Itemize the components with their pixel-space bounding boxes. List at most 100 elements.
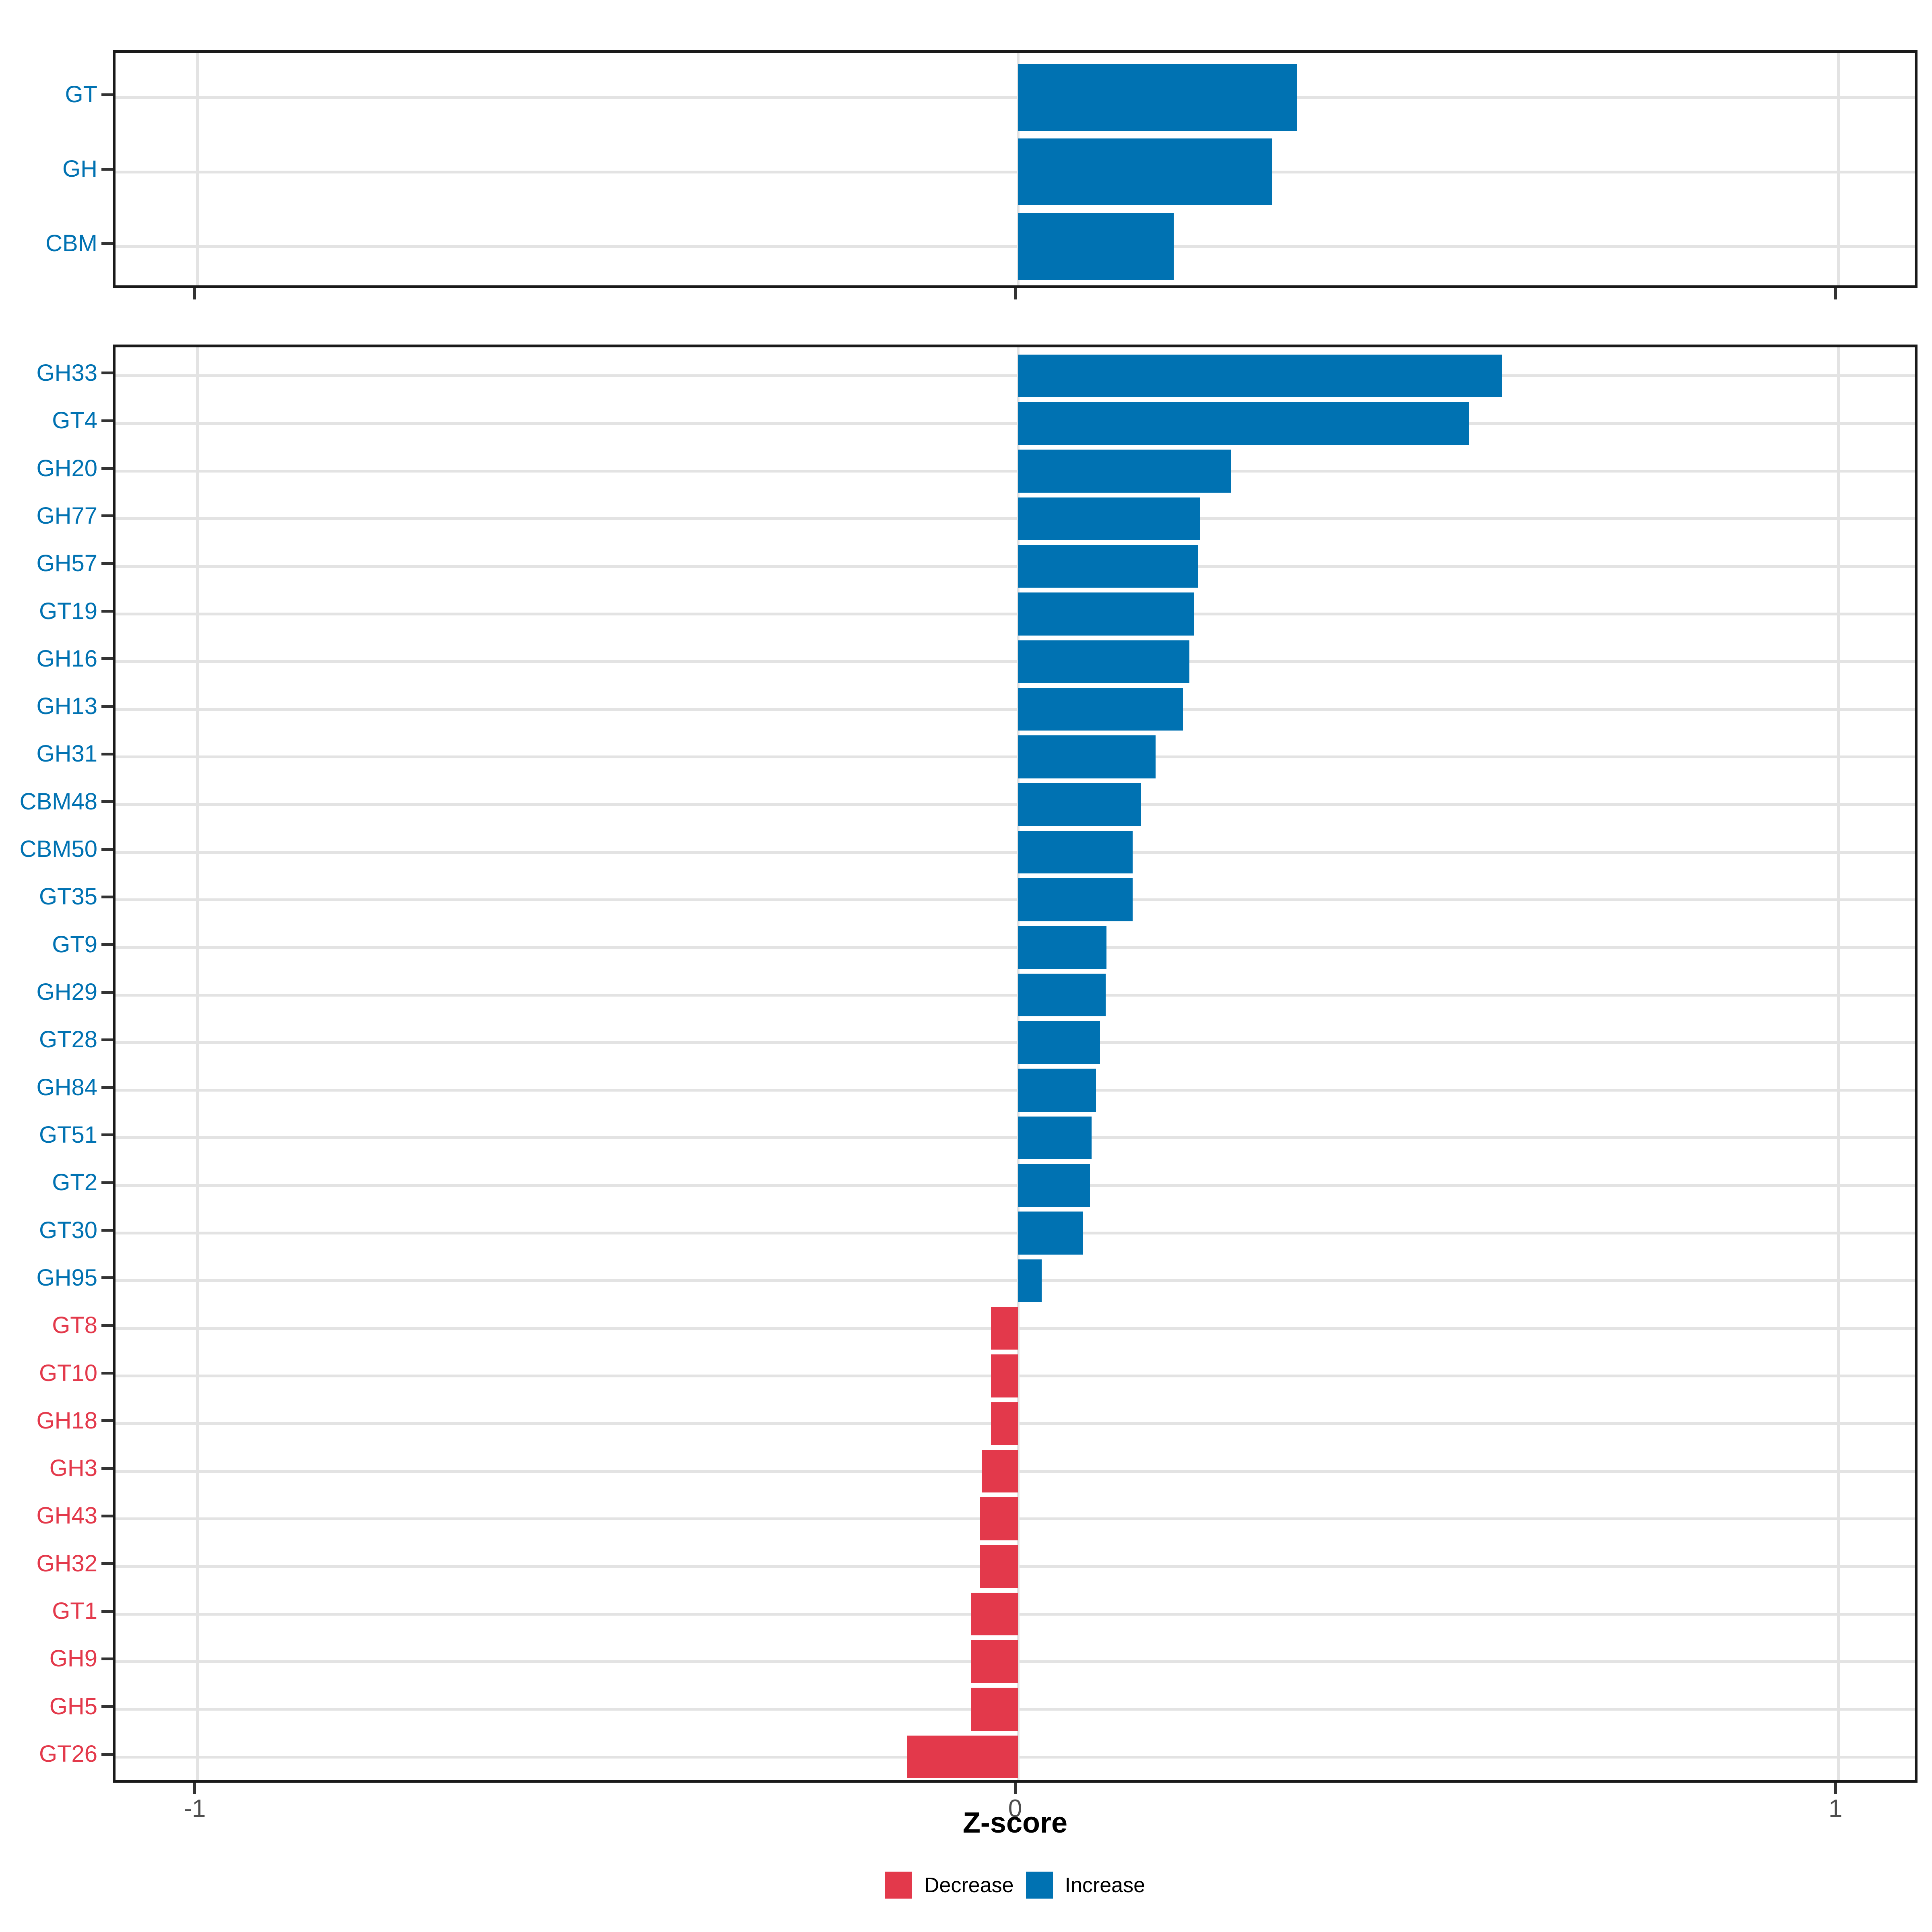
- y-label-GT30: GT30: [39, 1217, 97, 1243]
- y-label-GT9: GT9: [52, 931, 97, 958]
- bar-GH95: [1018, 1259, 1042, 1302]
- bar-GH43: [980, 1497, 1018, 1540]
- y-label-GH9: GH9: [49, 1645, 97, 1672]
- legend-swatch-decrease: [885, 1872, 912, 1899]
- y-label-GH77: GH77: [36, 502, 97, 529]
- y-label-CBM: CBM: [45, 230, 97, 256]
- y-label-GT10: GT10: [39, 1360, 97, 1386]
- y-label-GH43: GH43: [36, 1503, 97, 1529]
- bar-GT8: [991, 1307, 1018, 1350]
- gridline-v: [196, 53, 199, 285]
- y-tick: [101, 562, 113, 565]
- panel-cazyme-class-summary: [113, 50, 1918, 288]
- bar-GH33: [1018, 354, 1502, 398]
- gridline-v: [1837, 347, 1840, 1780]
- x-axis-title: Z-score: [962, 1807, 1068, 1839]
- y-tick: [101, 1610, 113, 1613]
- y-label-GT2: GT2: [52, 1169, 97, 1196]
- gridline-h: [116, 1136, 1915, 1139]
- bar-GT19: [1018, 592, 1195, 636]
- bar-GH3: [982, 1449, 1018, 1493]
- bar-GH18: [991, 1402, 1018, 1445]
- legend-label-decrease: Decrease: [924, 1873, 1014, 1897]
- y-label-GH20: GH20: [36, 455, 97, 481]
- bar-GT28: [1018, 1021, 1100, 1064]
- y-tick: [101, 1229, 113, 1232]
- legend-label-increase: Increase: [1065, 1873, 1145, 1897]
- bar-GT4: [1018, 402, 1469, 445]
- gridline-h: [116, 470, 1915, 473]
- bar-GH77: [1018, 497, 1200, 541]
- gridline-h: [116, 517, 1915, 520]
- y-tick: [101, 1705, 113, 1708]
- y-label-CBM48: CBM48: [19, 788, 97, 815]
- gridline-h: [116, 170, 1915, 173]
- y-tick: [101, 242, 113, 245]
- bar-GH31: [1018, 735, 1156, 778]
- y-tick: [101, 1562, 113, 1565]
- y-label-GT1: GT1: [52, 1598, 97, 1624]
- gridline-h: [116, 946, 1915, 949]
- y-tick: [101, 752, 113, 755]
- gridline-h: [116, 660, 1915, 663]
- bar-GT9: [1018, 926, 1107, 969]
- y-label-GH18: GH18: [36, 1407, 97, 1434]
- bar-GT30: [1018, 1212, 1083, 1255]
- y-tick: [101, 1514, 113, 1517]
- y-label-GT28: GT28: [39, 1026, 97, 1053]
- gridline-h: [116, 96, 1915, 99]
- bar-GH: [1018, 138, 1272, 206]
- gridline-h: [116, 1279, 1915, 1282]
- bar-GH16: [1018, 640, 1189, 683]
- bar-CBM50: [1018, 830, 1133, 874]
- bar-GT26: [907, 1735, 1018, 1779]
- bar-GH20: [1018, 450, 1231, 493]
- bar-GT1: [971, 1592, 1018, 1636]
- y-tick: [101, 372, 113, 375]
- y-tick: [101, 848, 113, 851]
- bar-GH57: [1018, 545, 1199, 588]
- x-tick: [1834, 288, 1837, 299]
- gridline-h: [116, 1041, 1915, 1044]
- gridline-h: [116, 374, 1915, 378]
- x-tick: [1013, 1783, 1017, 1794]
- bar-GH32: [980, 1545, 1018, 1588]
- y-tick: [101, 1276, 113, 1280]
- y-label-GH95: GH95: [36, 1264, 97, 1291]
- y-label-GH16: GH16: [36, 645, 97, 672]
- gridline-v: [196, 347, 199, 1780]
- y-tick: [101, 419, 113, 422]
- bar-GH84: [1018, 1069, 1096, 1112]
- y-tick: [101, 1419, 113, 1422]
- bar-GT2: [1018, 1164, 1090, 1207]
- bar-CBM48: [1018, 783, 1141, 826]
- y-tick: [101, 1657, 113, 1660]
- gridline-h: [116, 1184, 1915, 1187]
- bar-GT51: [1018, 1116, 1092, 1160]
- y-label-GH33: GH33: [36, 359, 97, 386]
- bar-GT35: [1018, 878, 1133, 921]
- x-tick: [193, 288, 196, 299]
- y-tick: [101, 514, 113, 518]
- gridline-h: [116, 993, 1915, 997]
- bar-GH13: [1018, 687, 1183, 731]
- gridline-h: [116, 245, 1915, 248]
- y-label-GT19: GT19: [39, 598, 97, 624]
- gridline-v: [1837, 53, 1840, 285]
- y-tick: [101, 610, 113, 613]
- gridline-h: [116, 755, 1915, 758]
- y-tick: [101, 895, 113, 898]
- bar-GH9: [971, 1640, 1018, 1683]
- bar-GT10: [991, 1354, 1018, 1397]
- y-label-GT: GT: [65, 81, 97, 107]
- gridline-h: [116, 565, 1915, 568]
- y-tick: [101, 800, 113, 803]
- y-label-GH5: GH5: [49, 1693, 97, 1719]
- y-label-GT8: GT8: [52, 1312, 97, 1339]
- x-tick: [193, 1783, 196, 1794]
- y-label-GH84: GH84: [36, 1074, 97, 1100]
- y-tick: [101, 467, 113, 470]
- gridline-h: [116, 898, 1915, 901]
- gridline-h: [116, 613, 1915, 616]
- y-tick: [101, 1467, 113, 1470]
